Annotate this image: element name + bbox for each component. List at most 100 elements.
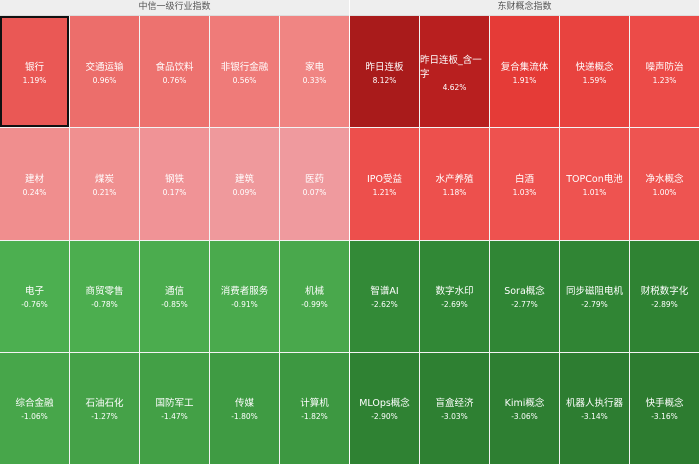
tile[interactable]: MLOps概念 -2.90% [350, 352, 419, 464]
tile[interactable]: 机器人执行器 -3.14% [560, 352, 629, 464]
tile-change: -2.90% [371, 412, 398, 422]
tile[interactable]: 商贸零售 -0.78% [70, 240, 139, 352]
tile-change: 1.01% [582, 187, 607, 197]
tile-name: 数字水印 [435, 286, 474, 298]
tile[interactable]: 医药 0.07% [280, 128, 349, 240]
tile[interactable]: 通信 -0.85% [140, 240, 209, 352]
tile[interactable]: 银行 1.19% [0, 16, 69, 128]
tile-change: 0.09% [232, 187, 257, 197]
tile-name: 石油石化 [85, 398, 124, 410]
tile-change: 0.96% [92, 75, 117, 85]
tile-change: -1.47% [161, 412, 188, 422]
tile[interactable]: 昨日连板_含一字 4.62% [420, 16, 489, 128]
tile-name: 昨日连板 [365, 61, 404, 73]
tile-name: 非银行金融 [220, 61, 269, 73]
tile-name: IPO受益 [366, 173, 402, 185]
tile-change: 4.62% [442, 82, 467, 92]
tile[interactable]: 昨日连板 8.12% [350, 16, 419, 128]
tile[interactable]: 建筑 0.09% [210, 128, 279, 240]
tile-name: 食品饮料 [155, 61, 194, 73]
tile-change: -0.76% [21, 300, 48, 310]
tile[interactable]: 钢铁 0.17% [140, 128, 209, 240]
tile[interactable]: 食品饮料 0.76% [140, 16, 209, 128]
tile[interactable]: 快递概念 1.59% [560, 16, 629, 128]
tile-grid: 银行 1.19% 交通运输 0.96% 食品饮料 0.76% 非银行金融 0.56% 家电 0.3… [0, 16, 349, 464]
tile[interactable]: 水产养殖 1.18% [420, 128, 489, 240]
tile-change: -2.89% [651, 300, 678, 310]
tile[interactable]: 快手概念 -3.16% [630, 352, 699, 464]
tile-name: 消费者服务 [220, 286, 269, 298]
tile-change: 0.24% [22, 187, 47, 197]
tile[interactable]: 综合金融 -1.06% [0, 352, 69, 464]
tile-change: -2.69% [441, 300, 468, 310]
tile[interactable]: 传媒 -1.80% [210, 352, 279, 464]
tile-change: -1.82% [301, 412, 328, 422]
panel: 东财概念指数昨日连板 8.12% 昨日连板_含一字 4.62% 复合集流体 1.91% 快递… [350, 0, 700, 464]
tile-change: -3.14% [581, 412, 608, 422]
tile[interactable]: 家电 0.33% [280, 16, 349, 128]
tile-name: 交通运输 [85, 61, 124, 73]
tile-name: 智谱AI [370, 286, 399, 298]
tile-name: 机械 [304, 286, 324, 298]
tile[interactable]: TOPCon电池 1.01% [560, 128, 629, 240]
tile-name: 煤炭 [94, 173, 114, 185]
tile[interactable]: 消费者服务 -0.91% [210, 240, 279, 352]
tile[interactable]: IPO受益 1.21% [350, 128, 419, 240]
tile[interactable]: 财税数字化 -2.89% [630, 240, 699, 352]
tile-change: -1.27% [91, 412, 118, 422]
tile-change: -2.62% [371, 300, 398, 310]
tile[interactable]: 建材 0.24% [0, 128, 69, 240]
tile-change: 0.33% [302, 75, 327, 85]
tile-name: Kimi概念 [504, 398, 545, 410]
tile-name: 家电 [304, 61, 324, 73]
tile[interactable]: 复合集流体 1.91% [490, 16, 559, 128]
tile[interactable]: 净水概念 1.00% [630, 128, 699, 240]
tile-name: 复合集流体 [500, 61, 549, 73]
tile-change: 8.12% [372, 75, 397, 85]
tile-change: 0.76% [162, 75, 187, 85]
tile-change: -1.06% [21, 412, 48, 422]
tile[interactable]: Kimi概念 -3.06% [490, 352, 559, 464]
tile-name: Sora概念 [504, 286, 545, 298]
tile-name: 机器人执行器 [565, 398, 623, 410]
tile-change: 1.18% [442, 187, 467, 197]
tile-change: 1.91% [512, 75, 537, 85]
tile[interactable]: 交通运输 0.96% [70, 16, 139, 128]
tile[interactable]: 石油石化 -1.27% [70, 352, 139, 464]
tile-change: 1.03% [512, 187, 537, 197]
tile[interactable]: 计算机 -1.82% [280, 352, 349, 464]
tile[interactable]: 噪声防治 1.23% [630, 16, 699, 128]
tile-name: 快手概念 [645, 398, 684, 410]
tile-name: 通信 [164, 286, 184, 298]
tile-change: -2.79% [581, 300, 608, 310]
tile-name: 综合金融 [15, 398, 54, 410]
tile-name: 白酒 [514, 173, 534, 185]
tile-name: 国防军工 [155, 398, 194, 410]
tile[interactable]: 白酒 1.03% [490, 128, 559, 240]
tile-change: -0.85% [161, 300, 188, 310]
tile-name: 医药 [304, 173, 324, 185]
tile[interactable]: 同步磁阻电机 -2.79% [560, 240, 629, 352]
tile-change: -0.91% [231, 300, 258, 310]
tile[interactable]: 国防军工 -1.47% [140, 352, 209, 464]
tile[interactable]: 智谱AI -2.62% [350, 240, 419, 352]
tile-change: -1.80% [231, 412, 258, 422]
tile[interactable]: 机械 -0.99% [280, 240, 349, 352]
tile[interactable]: 非银行金融 0.56% [210, 16, 279, 128]
tile-change: -0.99% [301, 300, 328, 310]
tile-change: 1.59% [582, 75, 607, 85]
tile-name: 盲盒经济 [435, 398, 474, 410]
tile-change: 0.17% [162, 187, 187, 197]
tile[interactable]: Sora概念 -2.77% [490, 240, 559, 352]
tile[interactable]: 数字水印 -2.69% [420, 240, 489, 352]
tile[interactable]: 电子 -0.76% [0, 240, 69, 352]
panel-title: 东财概念指数 [350, 0, 699, 16]
tile-grid: 昨日连板 8.12% 昨日连板_含一字 4.62% 复合集流体 1.91% 快递概念 1.59… [350, 16, 699, 464]
tile-name: 银行 [24, 61, 44, 73]
tile[interactable]: 煤炭 0.21% [70, 128, 139, 240]
tile-name: 钢铁 [164, 173, 184, 185]
tile[interactable]: 盲盒经济 -3.03% [420, 352, 489, 464]
tile-name: 净水概念 [645, 173, 684, 185]
tile-name: 电子 [24, 286, 44, 298]
